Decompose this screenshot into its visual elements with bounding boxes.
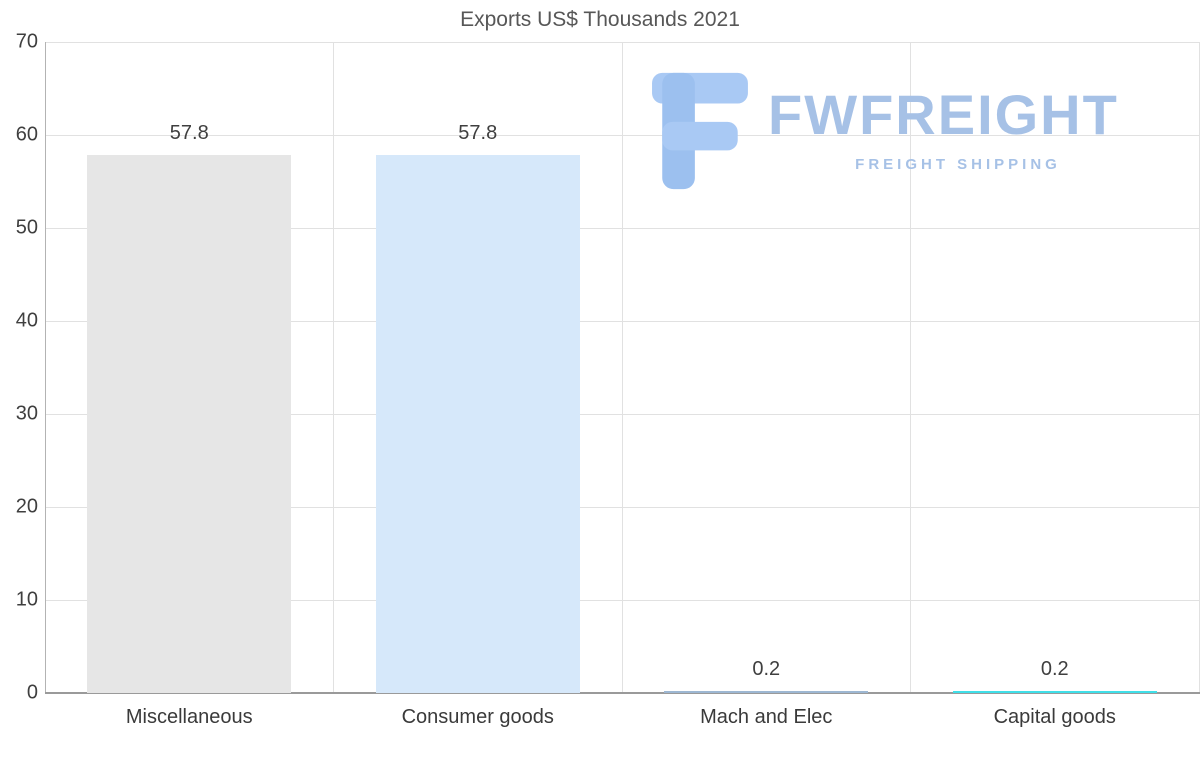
x-axis-label-miscellaneous: Miscellaneous <box>125 706 253 728</box>
x-axis-label-mach-and-elec: Mach and Elec <box>700 706 833 728</box>
x-axis-label-capital-goods: Capital goods <box>993 706 1116 728</box>
x-axis-label-consumer-goods: Consumer goods <box>401 706 554 728</box>
bar-capital-goods <box>952 691 1157 693</box>
y-axis-tick-label: 50 <box>15 216 38 239</box>
bar-value-label: 0.2 <box>1040 658 1069 680</box>
chart-title: Exports US$ Thousands 2021 <box>460 8 740 31</box>
gridline-vertical <box>621 42 623 693</box>
fwfreight-logo: FWFREIGHT FREIGHT SHIPPING <box>650 64 1150 196</box>
y-axis-tick-label: 20 <box>15 495 38 518</box>
y-axis-tick-label: 70 <box>15 30 38 53</box>
y-axis-line <box>45 42 46 693</box>
gridline-vertical <box>1198 42 1200 693</box>
y-axis-tick-label: 10 <box>15 588 38 611</box>
y-axis-tick-label: 0 <box>26 681 38 704</box>
bar-value-label: 57.8 <box>169 122 209 145</box>
gridline-vertical <box>910 42 911 693</box>
bar-value-label: 0.2 <box>752 658 781 680</box>
y-axis-tick-label: 30 <box>15 402 38 425</box>
fwfreight-f-icon <box>650 68 752 197</box>
logo-tagline-text: FREIGHT SHIPPING <box>855 156 1061 173</box>
bar-miscellaneous <box>87 155 292 693</box>
bar-consumer-goods <box>375 155 580 693</box>
bar-value-label: 57.8 <box>458 122 498 145</box>
logo-brand-text: FWFREIGHT <box>768 83 1119 146</box>
y-axis-tick-label: 60 <box>15 123 38 146</box>
gridline-vertical <box>333 42 334 693</box>
y-axis-tick-label: 40 <box>15 309 38 332</box>
x-axis-line <box>45 692 1200 694</box>
bar-mach-and-elec <box>664 691 869 693</box>
